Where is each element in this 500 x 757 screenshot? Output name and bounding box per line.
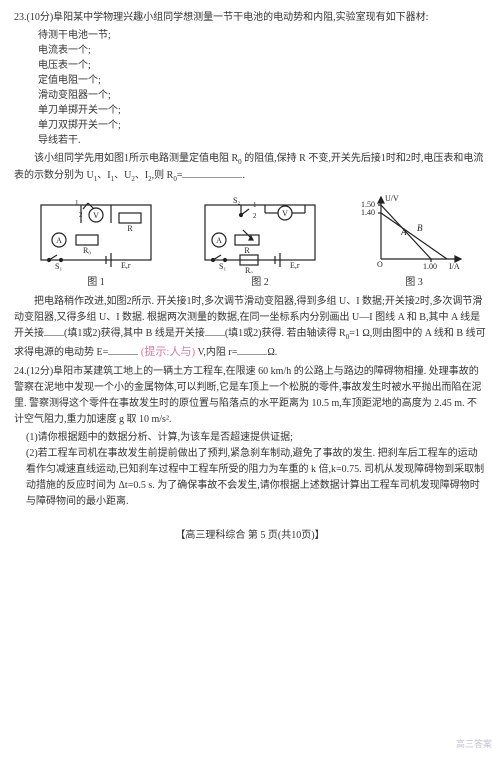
- svg-text:2: 2: [79, 211, 83, 219]
- svg-text:R: R: [127, 224, 133, 233]
- page-footer: 【高三理科综合 第 5 页(共10页)】: [14, 528, 486, 544]
- q23-header: 23.(10分)阜阳某中学物理兴趣小组同学想测量一节干电池的电动势和内阻,实验室…: [14, 10, 486, 26]
- q23-intro: 阜阳某中学物理兴趣小组同学想测量一节干电池的电动势和内阻,实验室现有如下器材:: [53, 12, 428, 23]
- material-item: 电压表一个;: [38, 58, 486, 73]
- q23-number: 23.: [14, 12, 27, 23]
- q24-number: 24.: [14, 366, 27, 377]
- blank: [44, 327, 64, 336]
- svg-text:1: 1: [253, 201, 257, 209]
- svg-text:A: A: [56, 236, 62, 245]
- svg-text:O: O: [377, 260, 383, 269]
- txt: ,则 R: [152, 170, 174, 181]
- svg-text:E,r: E,r: [290, 261, 300, 270]
- svg-text:S₂: S₂: [233, 196, 240, 205]
- graph-svg: 1.50 1.40 U/V A B 1.00 I/A O: [359, 191, 469, 273]
- q24-part1: (1)请你根据题中的数据分析、计算,为该车是否超速提供证据;: [14, 430, 486, 446]
- svg-text:R₀: R₀: [83, 246, 91, 255]
- svg-text:A: A: [216, 236, 222, 245]
- q24-points: (12分): [27, 366, 54, 377]
- q23: 23.(10分)阜阳某中学物理兴趣小组同学想测量一节干电池的电动势和内阻,实验室…: [14, 10, 486, 361]
- figure-3: 1.50 1.40 U/V A B 1.00 I/A O 图 3: [359, 191, 469, 291]
- figure-1: V 1 2 R A R₀ S₁ E,r 图 1: [31, 195, 161, 291]
- material-item: 电流表一个;: [38, 43, 486, 58]
- svg-text:V: V: [93, 211, 99, 220]
- q23-points: (10分): [27, 12, 54, 23]
- blank: [237, 346, 267, 355]
- txt: V,内阻 r=: [197, 347, 237, 358]
- y-label: U/V: [385, 194, 399, 203]
- svg-text:R: R: [244, 246, 250, 255]
- x-label: I/A: [449, 262, 460, 271]
- material-item: 导线若干.: [38, 133, 486, 148]
- q23-para1: 该小组同学先用如图1所示电路测量定值电阻 R0 的阻值,保持 R 不变,开关先后…: [14, 151, 486, 185]
- txt: Ω.: [267, 347, 277, 358]
- blank: [108, 346, 138, 355]
- svg-text:S₁: S₁: [219, 262, 226, 271]
- txt: 该小组同学先用如图1所示电路测量定值电阻 R: [34, 153, 238, 164]
- y-mid: 1.40: [361, 208, 375, 217]
- blank: [182, 169, 242, 178]
- svg-text:R₀: R₀: [245, 266, 253, 273]
- fig3-label: 图 3: [405, 275, 423, 291]
- txt: (填1或2)获得,其中 B 线是开关接: [64, 328, 205, 339]
- svg-text:S₁: S₁: [55, 262, 62, 271]
- fig1-label: 图 1: [87, 275, 105, 291]
- circuit2-svg: 1 2 S₂ V A R S₁ R₀ E,r: [195, 195, 325, 273]
- fig2-label: 图 2: [251, 275, 269, 291]
- material-item: 待测干电池一节;: [38, 28, 486, 43]
- q23-after-figs: 把电路稍作改进,如图2所示. 开关接1时,多次调节滑动变阻器,得到多组 U、I …: [14, 294, 486, 361]
- q24-intro: 阜阳市某建筑工地上的一辆土方工程车,在限速 60 km/h 的公路上与路边的障碍…: [14, 366, 482, 425]
- svg-text:2: 2: [253, 212, 257, 220]
- line-b: B: [417, 223, 423, 233]
- q24: 24.(12分)阜阳市某建筑工地上的一辆土方工程车,在限速 60 km/h 的公…: [14, 364, 486, 510]
- blank: [205, 327, 225, 336]
- q24-header: 24.(12分)阜阳市某建筑工地上的一辆土方工程车,在限速 60 km/h 的公…: [14, 364, 486, 428]
- material-item: 单刀双掷开关一个;: [38, 118, 486, 133]
- material-item: 定值电阻一个;: [38, 73, 486, 88]
- txt: .: [242, 170, 245, 181]
- svg-text:E,r: E,r: [121, 261, 131, 270]
- figure-2: 1 2 S₂ V A R S₁ R₀ E,r 图 2: [195, 195, 325, 291]
- txt: (填1或2)获得. 若由轴读得 R: [225, 328, 346, 339]
- figures-row: V 1 2 R A R₀ S₁ E,r 图 1: [14, 191, 486, 291]
- watermark: 高三答案: [456, 737, 492, 751]
- line-a: A: [400, 227, 407, 237]
- svg-text:V: V: [282, 209, 288, 218]
- circuit1-svg: V 1 2 R A R₀ S₁ E,r: [31, 195, 161, 273]
- material-item: 单刀单掷开关一个;: [38, 103, 486, 118]
- pink-hint: (提示:人与): [141, 346, 195, 358]
- materials: 待测干电池一节; 电流表一个; 电压表一个; 定值电阻一个; 滑动变阻器一个; …: [14, 28, 486, 148]
- x-tick: 1.00: [423, 262, 437, 271]
- q24-part2: (2)若工程车司机在事故发生前提前做出了预判,紧急刹车制动,避免了事故的发生. …: [14, 446, 486, 510]
- material-item: 滑动变阻器一个;: [38, 88, 486, 103]
- svg-text:1: 1: [75, 199, 79, 207]
